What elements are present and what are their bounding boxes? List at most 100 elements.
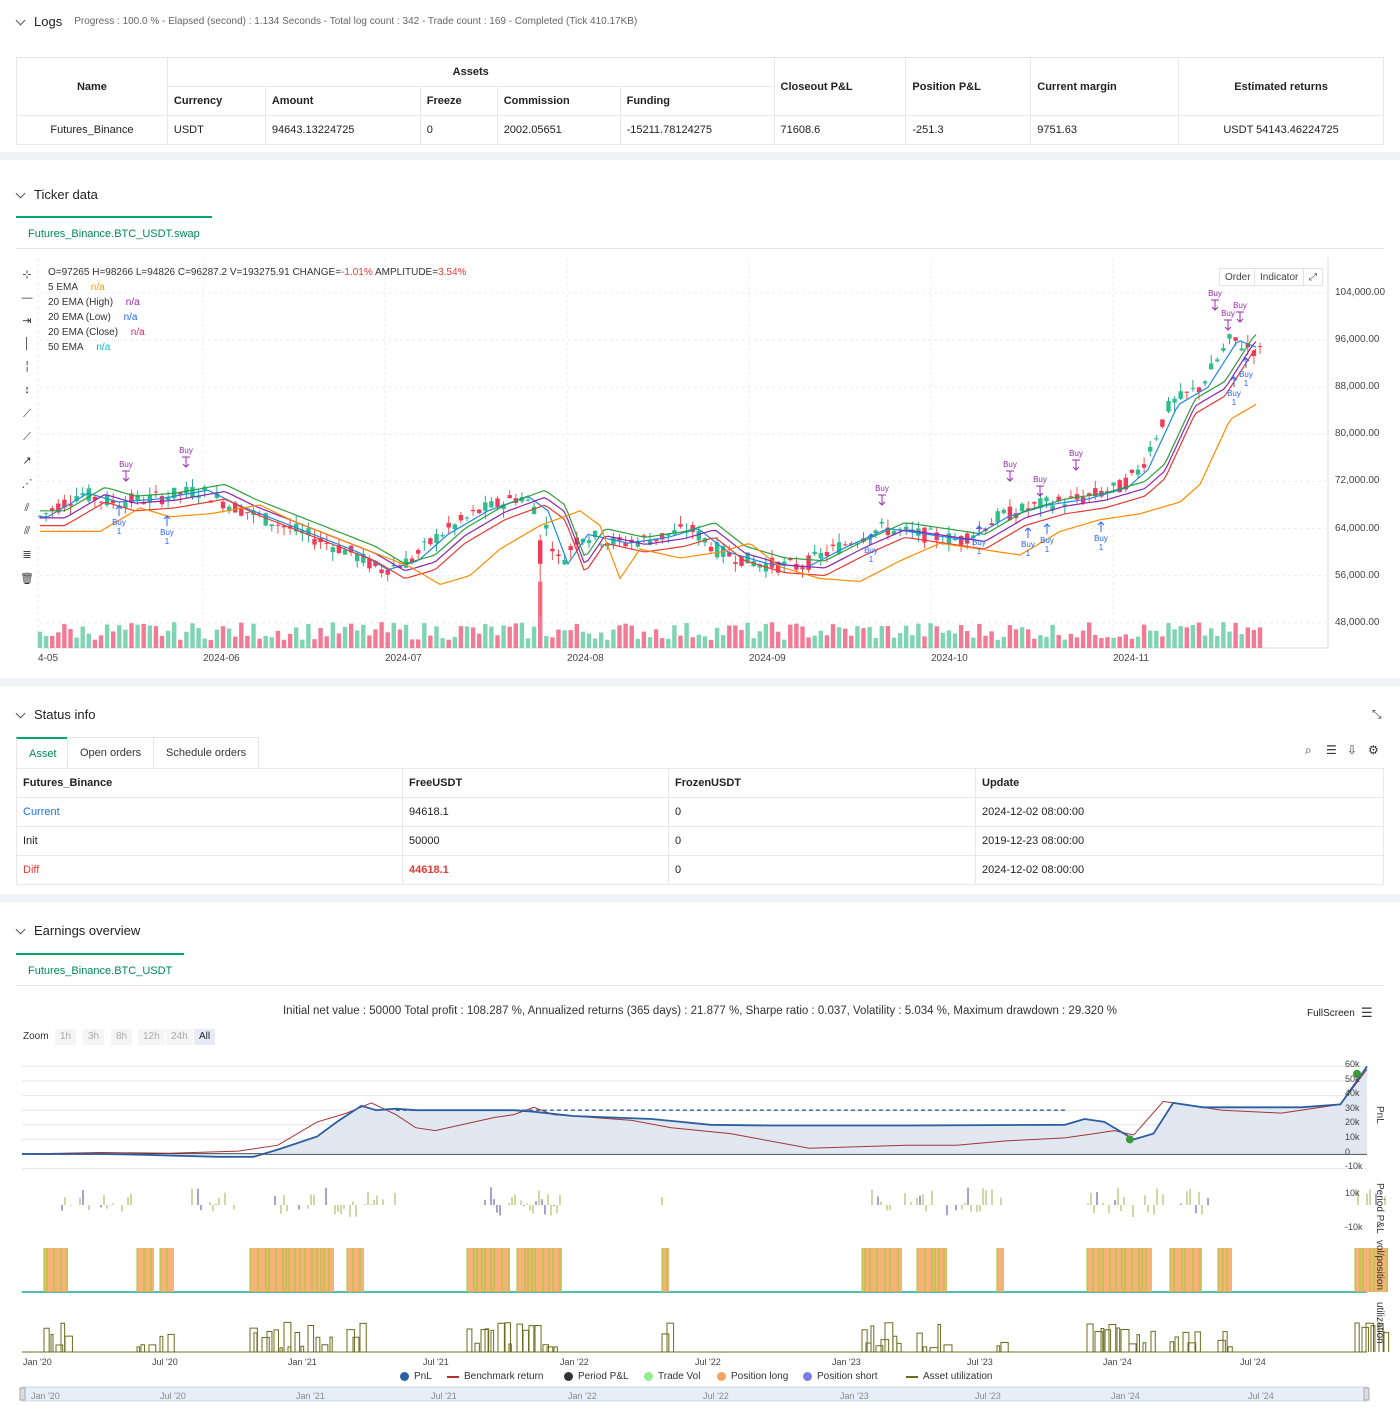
price-tick: 64,000.00 xyxy=(1335,522,1380,534)
volume-bar xyxy=(1184,627,1189,648)
period-tick: 10k xyxy=(1345,1188,1360,1198)
order-button[interactable]: Order xyxy=(1219,268,1257,286)
ticker-header[interactable]: Ticker data xyxy=(16,187,98,202)
candle xyxy=(1172,396,1177,412)
earnings-chart[interactable] xyxy=(0,1000,1400,1424)
volume-bar xyxy=(275,630,281,648)
extended-line-icon[interactable]: ↗ xyxy=(22,455,32,467)
volume-bar xyxy=(1093,634,1098,648)
asset-table: Futures_Binance FreeUSDT FrozenUSDT Upda… xyxy=(16,768,1384,885)
volume-bar xyxy=(690,637,695,648)
benchmark-line xyxy=(21,1068,1368,1155)
legend-item-position-short[interactable]: Position short xyxy=(803,1371,878,1382)
status-header[interactable]: Status info xyxy=(16,707,95,722)
svg-text:1: 1 xyxy=(977,547,982,556)
volume-bar xyxy=(178,639,183,648)
candle xyxy=(294,515,299,536)
legend-label: Trade Vol xyxy=(658,1371,701,1382)
tab-ticker-symbol[interactable]: Futures_Binance.BTC_USDT.swap xyxy=(16,216,212,248)
candle xyxy=(922,526,927,549)
volume-bar xyxy=(62,624,67,648)
time-tick: 2024-10 xyxy=(931,653,968,664)
legend-label: PnL xyxy=(414,1371,432,1382)
tab-schedule-orders[interactable]: Schedule orders xyxy=(153,737,260,769)
candle xyxy=(507,490,512,499)
price-tick: 88,000.00 xyxy=(1335,381,1380,393)
list-icon[interactable]: ☰ xyxy=(1326,743,1337,757)
utilization-bar xyxy=(474,1342,480,1352)
zoom-8h[interactable]: 8h xyxy=(111,1029,133,1045)
crosshair-icon[interactable]: ⊹ xyxy=(22,269,32,281)
logs-header[interactable]: Logs Progress : 100.0 % - Elapsed (secon… xyxy=(16,14,637,29)
vertical-segment-icon[interactable]: ╎ xyxy=(23,361,31,373)
utilization-bar xyxy=(300,1345,305,1352)
legend-item-pnl[interactable]: PnL xyxy=(400,1371,432,1382)
zoom-12h[interactable]: 12h xyxy=(138,1029,165,1045)
ticker-chart[interactable]: Buy Buy Buy Buy Buy Buy Buy Buy Buy Buy 1 Buy 1 Buy 1 B… xyxy=(16,258,1384,668)
chevron-down-icon[interactable] xyxy=(16,190,26,200)
fullscreen-button[interactable]: FullScreen xyxy=(1307,1008,1355,1019)
volume-bar xyxy=(1062,639,1067,648)
download-icon[interactable]: ⇩ xyxy=(1347,743,1358,757)
parallel-channel-icon[interactable]: ⫽ xyxy=(24,502,30,514)
chevron-down-icon[interactable] xyxy=(16,926,26,936)
volume-bar xyxy=(1215,635,1220,648)
cell-free: 94618.1 xyxy=(402,797,669,827)
volume-bar xyxy=(965,630,970,648)
vertical-ray-icon[interactable]: ↕ xyxy=(24,384,30,396)
expand-icon[interactable]: ⤢ xyxy=(1303,268,1323,286)
search-icon[interactable]: ⌕ xyxy=(1305,743,1312,757)
utilization-bar xyxy=(307,1325,315,1352)
trend-line-icon[interactable]: ⟋ xyxy=(23,408,31,420)
collapse-icon[interactable]: ⤡ xyxy=(1372,707,1382,721)
volume-bar xyxy=(233,636,238,648)
col-margin: Current margin xyxy=(1030,57,1180,116)
legend-item-period-p-l[interactable]: Period P&L xyxy=(564,1371,629,1382)
horizontal-ray-icon[interactable]: ⇥ xyxy=(22,315,32,327)
volume-bar xyxy=(733,625,738,648)
zoom-All[interactable]: All xyxy=(194,1029,216,1045)
volume-bar xyxy=(867,626,872,648)
volume-bar xyxy=(1038,635,1043,648)
fib-channel-icon[interactable]: ⫻ xyxy=(23,525,31,537)
legend-item-position-long[interactable]: Position long xyxy=(717,1371,788,1382)
earnings-header[interactable]: Earnings overview xyxy=(16,923,140,938)
candle xyxy=(123,496,128,514)
legend-item-benchmark-return[interactable]: Benchmark return xyxy=(447,1371,543,1382)
legend-name: 20 EMA (Close) xyxy=(48,327,119,338)
fib-retracement-icon[interactable]: ≣ xyxy=(22,549,32,561)
candle xyxy=(1166,397,1171,414)
vertical-line-icon[interactable]: │ xyxy=(23,338,31,350)
chevron-down-icon[interactable] xyxy=(16,17,26,27)
chevron-down-icon[interactable] xyxy=(16,710,26,720)
utilization-bar xyxy=(1378,1323,1384,1352)
volume-bar xyxy=(897,633,903,648)
utilization-bar xyxy=(929,1347,939,1352)
volume-bar xyxy=(281,639,287,648)
zoom-24h[interactable]: 24h xyxy=(166,1029,193,1045)
trash-icon[interactable]: 🗑 xyxy=(20,573,34,585)
tab-open-orders[interactable]: Open orders xyxy=(67,737,155,769)
utilization-bar xyxy=(870,1325,875,1352)
col-currency: Currency xyxy=(166,86,266,116)
legend-item-asset-utilization[interactable]: Asset utilization xyxy=(906,1371,992,1382)
volume-bar xyxy=(824,635,830,648)
price-label-icon[interactable]: ⋰ xyxy=(21,478,33,490)
indicator-button[interactable]: Indicator xyxy=(1254,268,1305,286)
ray-line-icon[interactable]: ⟋ xyxy=(23,431,31,443)
zoom-1h[interactable]: 1h xyxy=(55,1029,77,1045)
utilization-bar xyxy=(64,1335,73,1352)
tab-earnings-symbol[interactable]: Futures_Binance.BTC_USDT xyxy=(16,953,185,985)
legend-item-trade-vol[interactable]: Trade Vol xyxy=(644,1371,700,1382)
gear-icon[interactable]: ⚙ xyxy=(1368,743,1379,757)
utilization-bar xyxy=(1187,1342,1197,1352)
menu-icon[interactable]: ☰ xyxy=(1361,1005,1373,1020)
zoom-3h[interactable]: 3h xyxy=(83,1029,105,1045)
buy-marker: Buy xyxy=(1069,449,1083,471)
tab-asset[interactable]: Asset xyxy=(16,737,70,769)
legend-name: 20 EMA (High) xyxy=(48,297,114,308)
horizontal-line-icon[interactable]: — xyxy=(21,292,33,304)
time-tick: 2024-08 xyxy=(567,653,604,664)
